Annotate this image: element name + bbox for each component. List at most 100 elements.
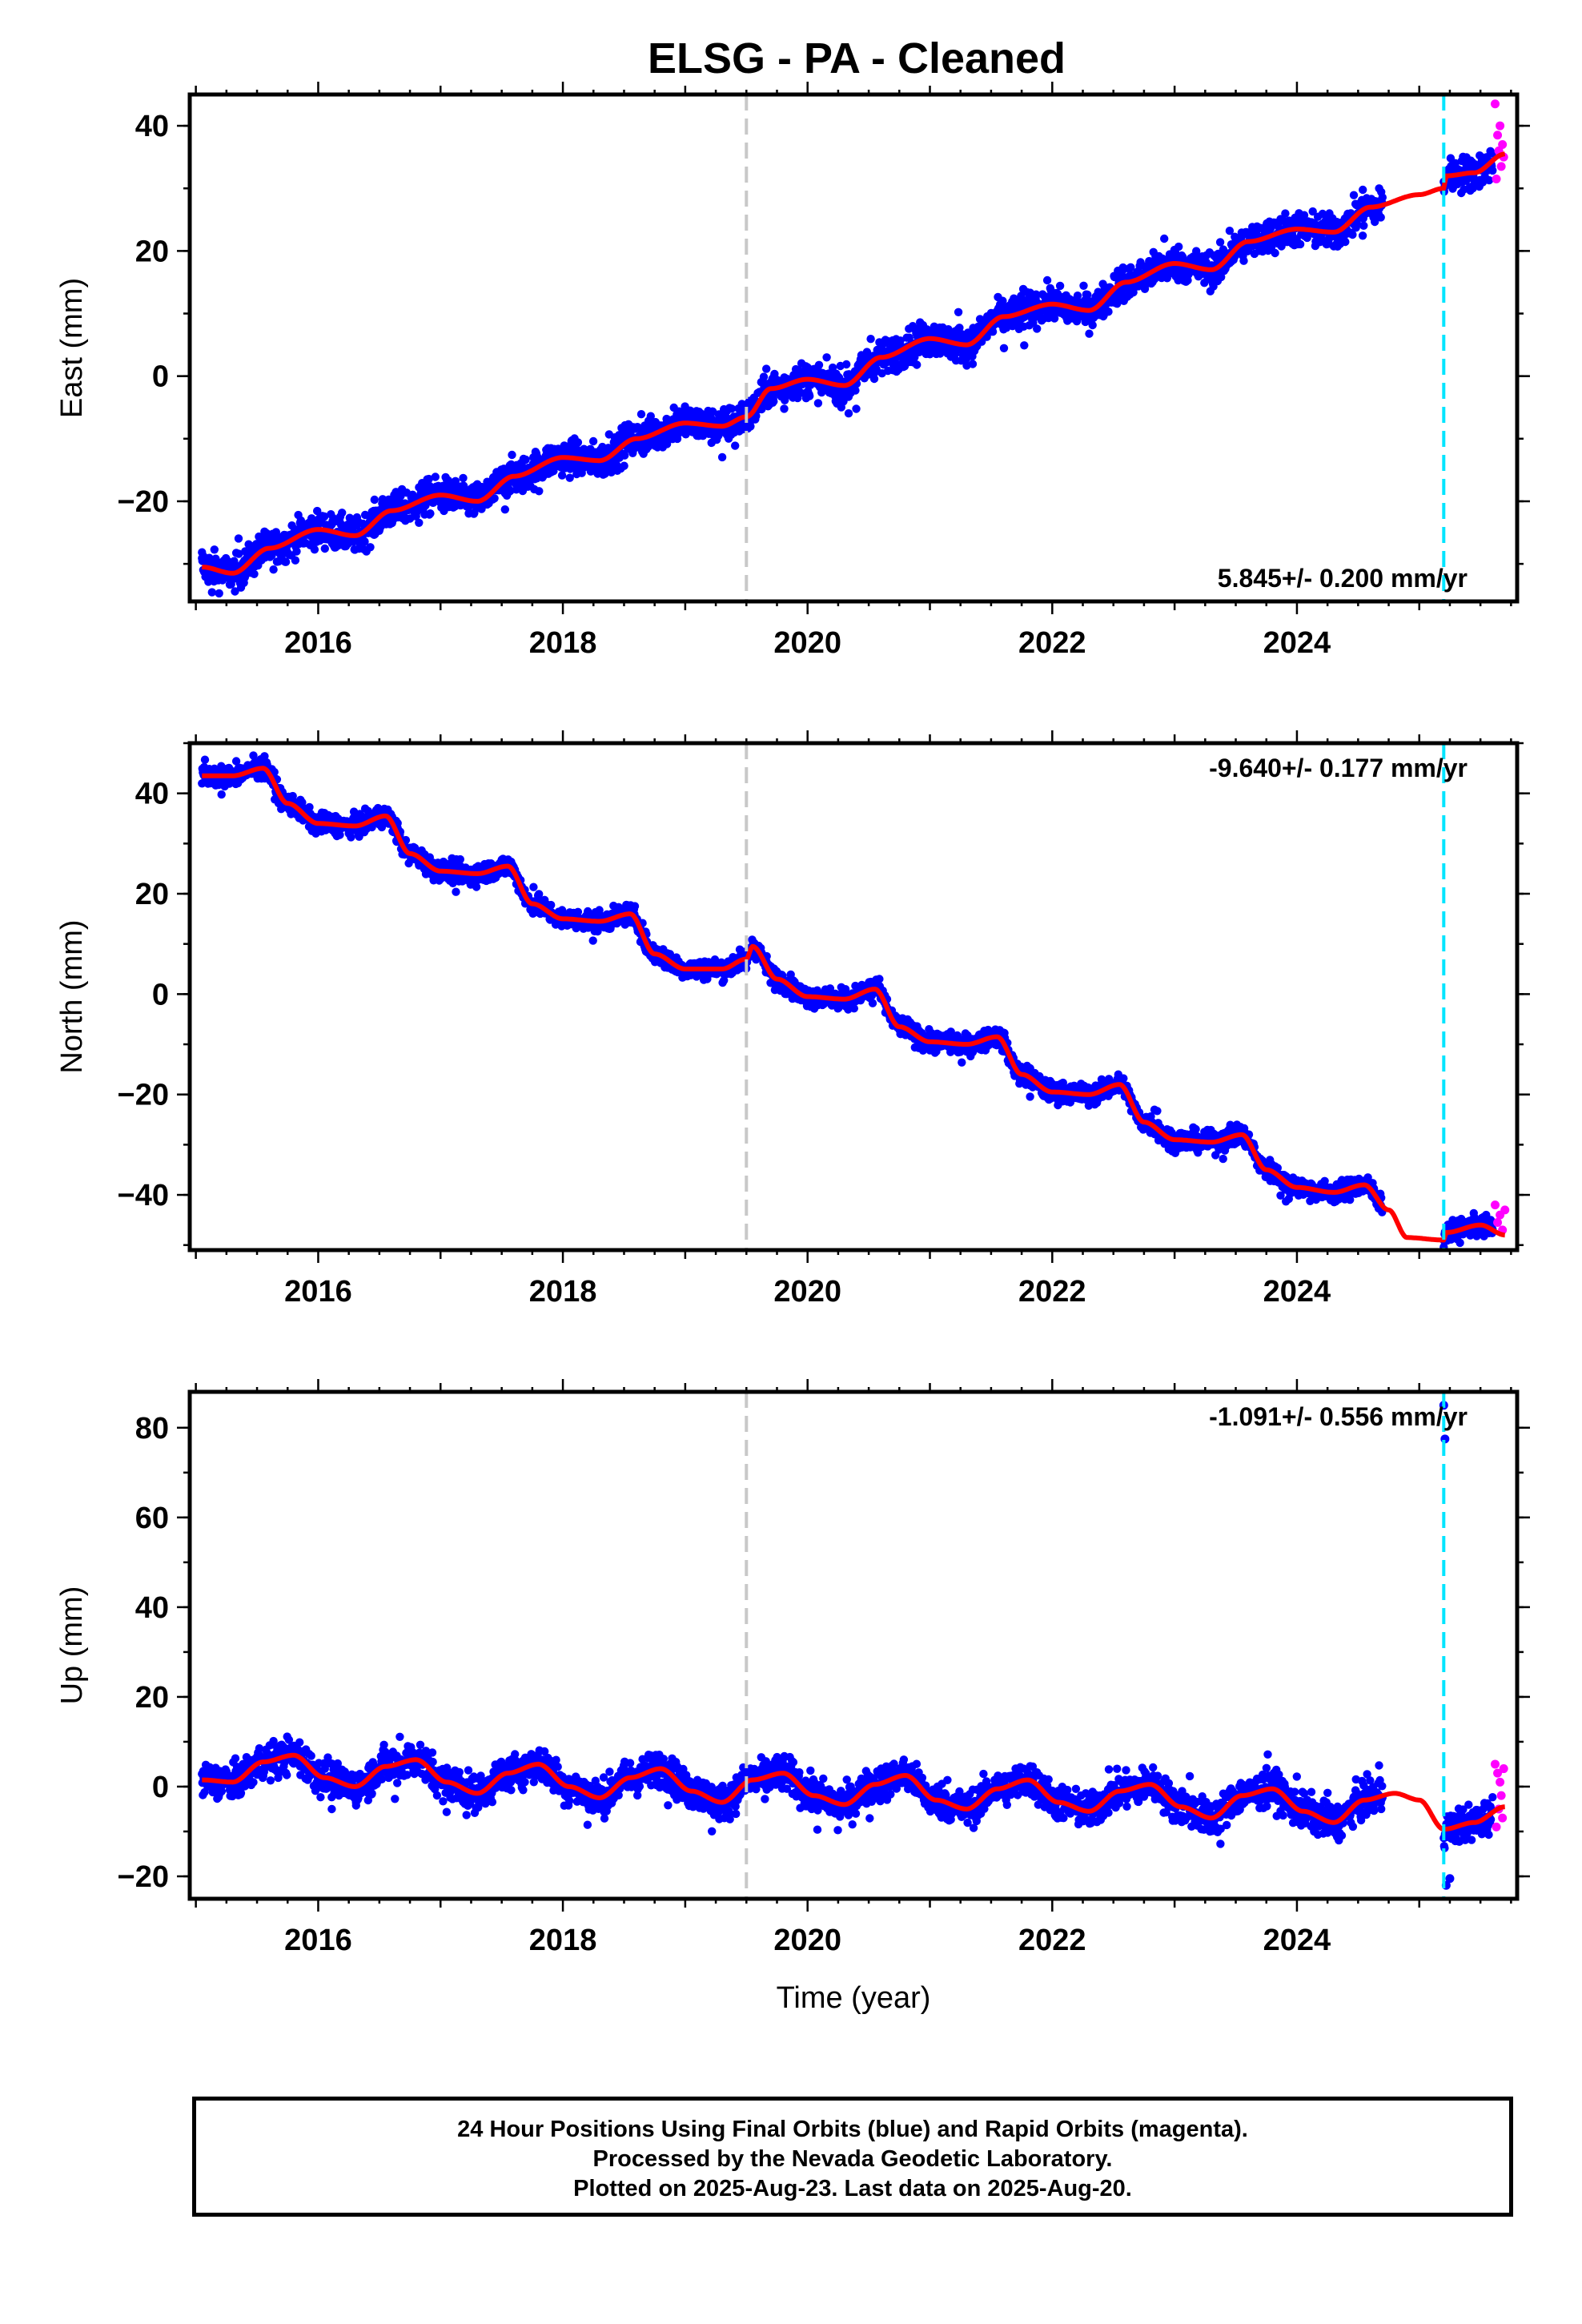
- data-point: [565, 473, 574, 482]
- data-point: [604, 430, 613, 439]
- data-point: [1088, 320, 1097, 330]
- data-point: [573, 438, 583, 447]
- data-point: [1160, 234, 1169, 243]
- data-point: [814, 360, 824, 369]
- data-point: [516, 459, 525, 468]
- x-tick-label: 2018: [529, 626, 597, 660]
- data-point: [281, 557, 291, 566]
- x-tick-label: 2024: [1263, 626, 1331, 660]
- data-point: [292, 547, 301, 556]
- data-point: [426, 509, 435, 518]
- data-point: [1295, 239, 1305, 249]
- x-tick-label: 2020: [773, 626, 841, 660]
- data-point: [377, 822, 387, 832]
- data-point: [813, 399, 823, 408]
- data-point: [1063, 316, 1072, 325]
- data-point: [1252, 227, 1261, 235]
- data-point: [250, 569, 259, 578]
- data-point: [746, 422, 755, 431]
- data-point: [210, 545, 219, 554]
- data-point: [1281, 209, 1290, 218]
- data-point: [862, 348, 872, 356]
- data-point: [757, 404, 766, 414]
- data-point: [424, 474, 433, 484]
- data-point: [335, 830, 344, 839]
- data-point: [215, 589, 223, 598]
- data-point: [1299, 211, 1309, 219]
- data-point: [844, 409, 853, 418]
- data-point: [1033, 324, 1042, 333]
- data-point: [988, 328, 998, 336]
- data-point: [1318, 209, 1327, 219]
- data-point: [1031, 290, 1041, 299]
- data-point: [646, 412, 655, 420]
- data-point: [310, 545, 319, 554]
- data-point: [235, 549, 243, 558]
- data-point: [1085, 329, 1094, 338]
- data-point: [968, 360, 978, 368]
- data-point: [291, 556, 300, 565]
- rapid-point: [1493, 131, 1503, 140]
- data-point: [852, 404, 861, 413]
- data-point: [378, 495, 387, 504]
- data-point: [490, 494, 499, 503]
- data-point: [620, 461, 628, 470]
- data-point: [1488, 149, 1497, 158]
- data-point: [681, 402, 689, 411]
- data-point: [535, 487, 544, 496]
- data-point: [451, 476, 460, 485]
- data-point: [999, 344, 1009, 352]
- data-point: [828, 363, 837, 372]
- fit-line: [200, 151, 1507, 576]
- data-point: [531, 471, 540, 480]
- rapid-point: [1492, 175, 1501, 183]
- data-point: [305, 802, 314, 812]
- data-point: [851, 386, 860, 395]
- data-point: [1215, 238, 1225, 247]
- data-point: [762, 364, 771, 373]
- data-point: [1488, 166, 1497, 175]
- data-point: [717, 452, 727, 462]
- data-point: [565, 461, 575, 470]
- data-point: [477, 505, 486, 513]
- data-point: [1378, 193, 1387, 202]
- y-tick-label: 40: [135, 110, 169, 143]
- data-point: [1376, 213, 1385, 222]
- data-point: [198, 548, 207, 557]
- data-point: [588, 436, 598, 446]
- data-point: [877, 369, 886, 378]
- x-tick-label: 2022: [1018, 626, 1086, 660]
- data-point: [1262, 220, 1271, 229]
- data-point: [1162, 274, 1172, 283]
- data-point: [347, 833, 355, 842]
- data-point: [320, 544, 329, 553]
- data-point: [437, 502, 446, 511]
- data-point: [849, 1004, 859, 1013]
- data-point: [360, 537, 369, 546]
- data-point: [1358, 231, 1367, 240]
- data-point: [1126, 290, 1134, 299]
- data-point: [1225, 227, 1235, 235]
- data-point: [1079, 281, 1088, 290]
- x-axis-ticks: [195, 82, 1512, 614]
- data-point: [955, 324, 964, 332]
- rapid-point: [1496, 162, 1506, 171]
- data-point: [1073, 292, 1082, 300]
- data-point: [483, 477, 492, 486]
- data-point: [568, 448, 577, 456]
- data-point: [557, 471, 567, 480]
- data-point: [780, 404, 789, 413]
- plot-area: [198, 99, 1508, 598]
- y-axis-ticks: [177, 124, 1530, 565]
- data-point: [805, 392, 814, 400]
- data-point: [1174, 242, 1183, 251]
- data-point: [1359, 185, 1367, 195]
- data-point: [338, 509, 347, 517]
- rapid-point: [1498, 140, 1508, 150]
- data-point: [1018, 284, 1028, 294]
- data-point: [360, 510, 370, 520]
- data-point: [415, 518, 424, 527]
- chart-title: ELSG - PA - Cleaned: [647, 34, 1066, 82]
- data-point: [1026, 296, 1036, 304]
